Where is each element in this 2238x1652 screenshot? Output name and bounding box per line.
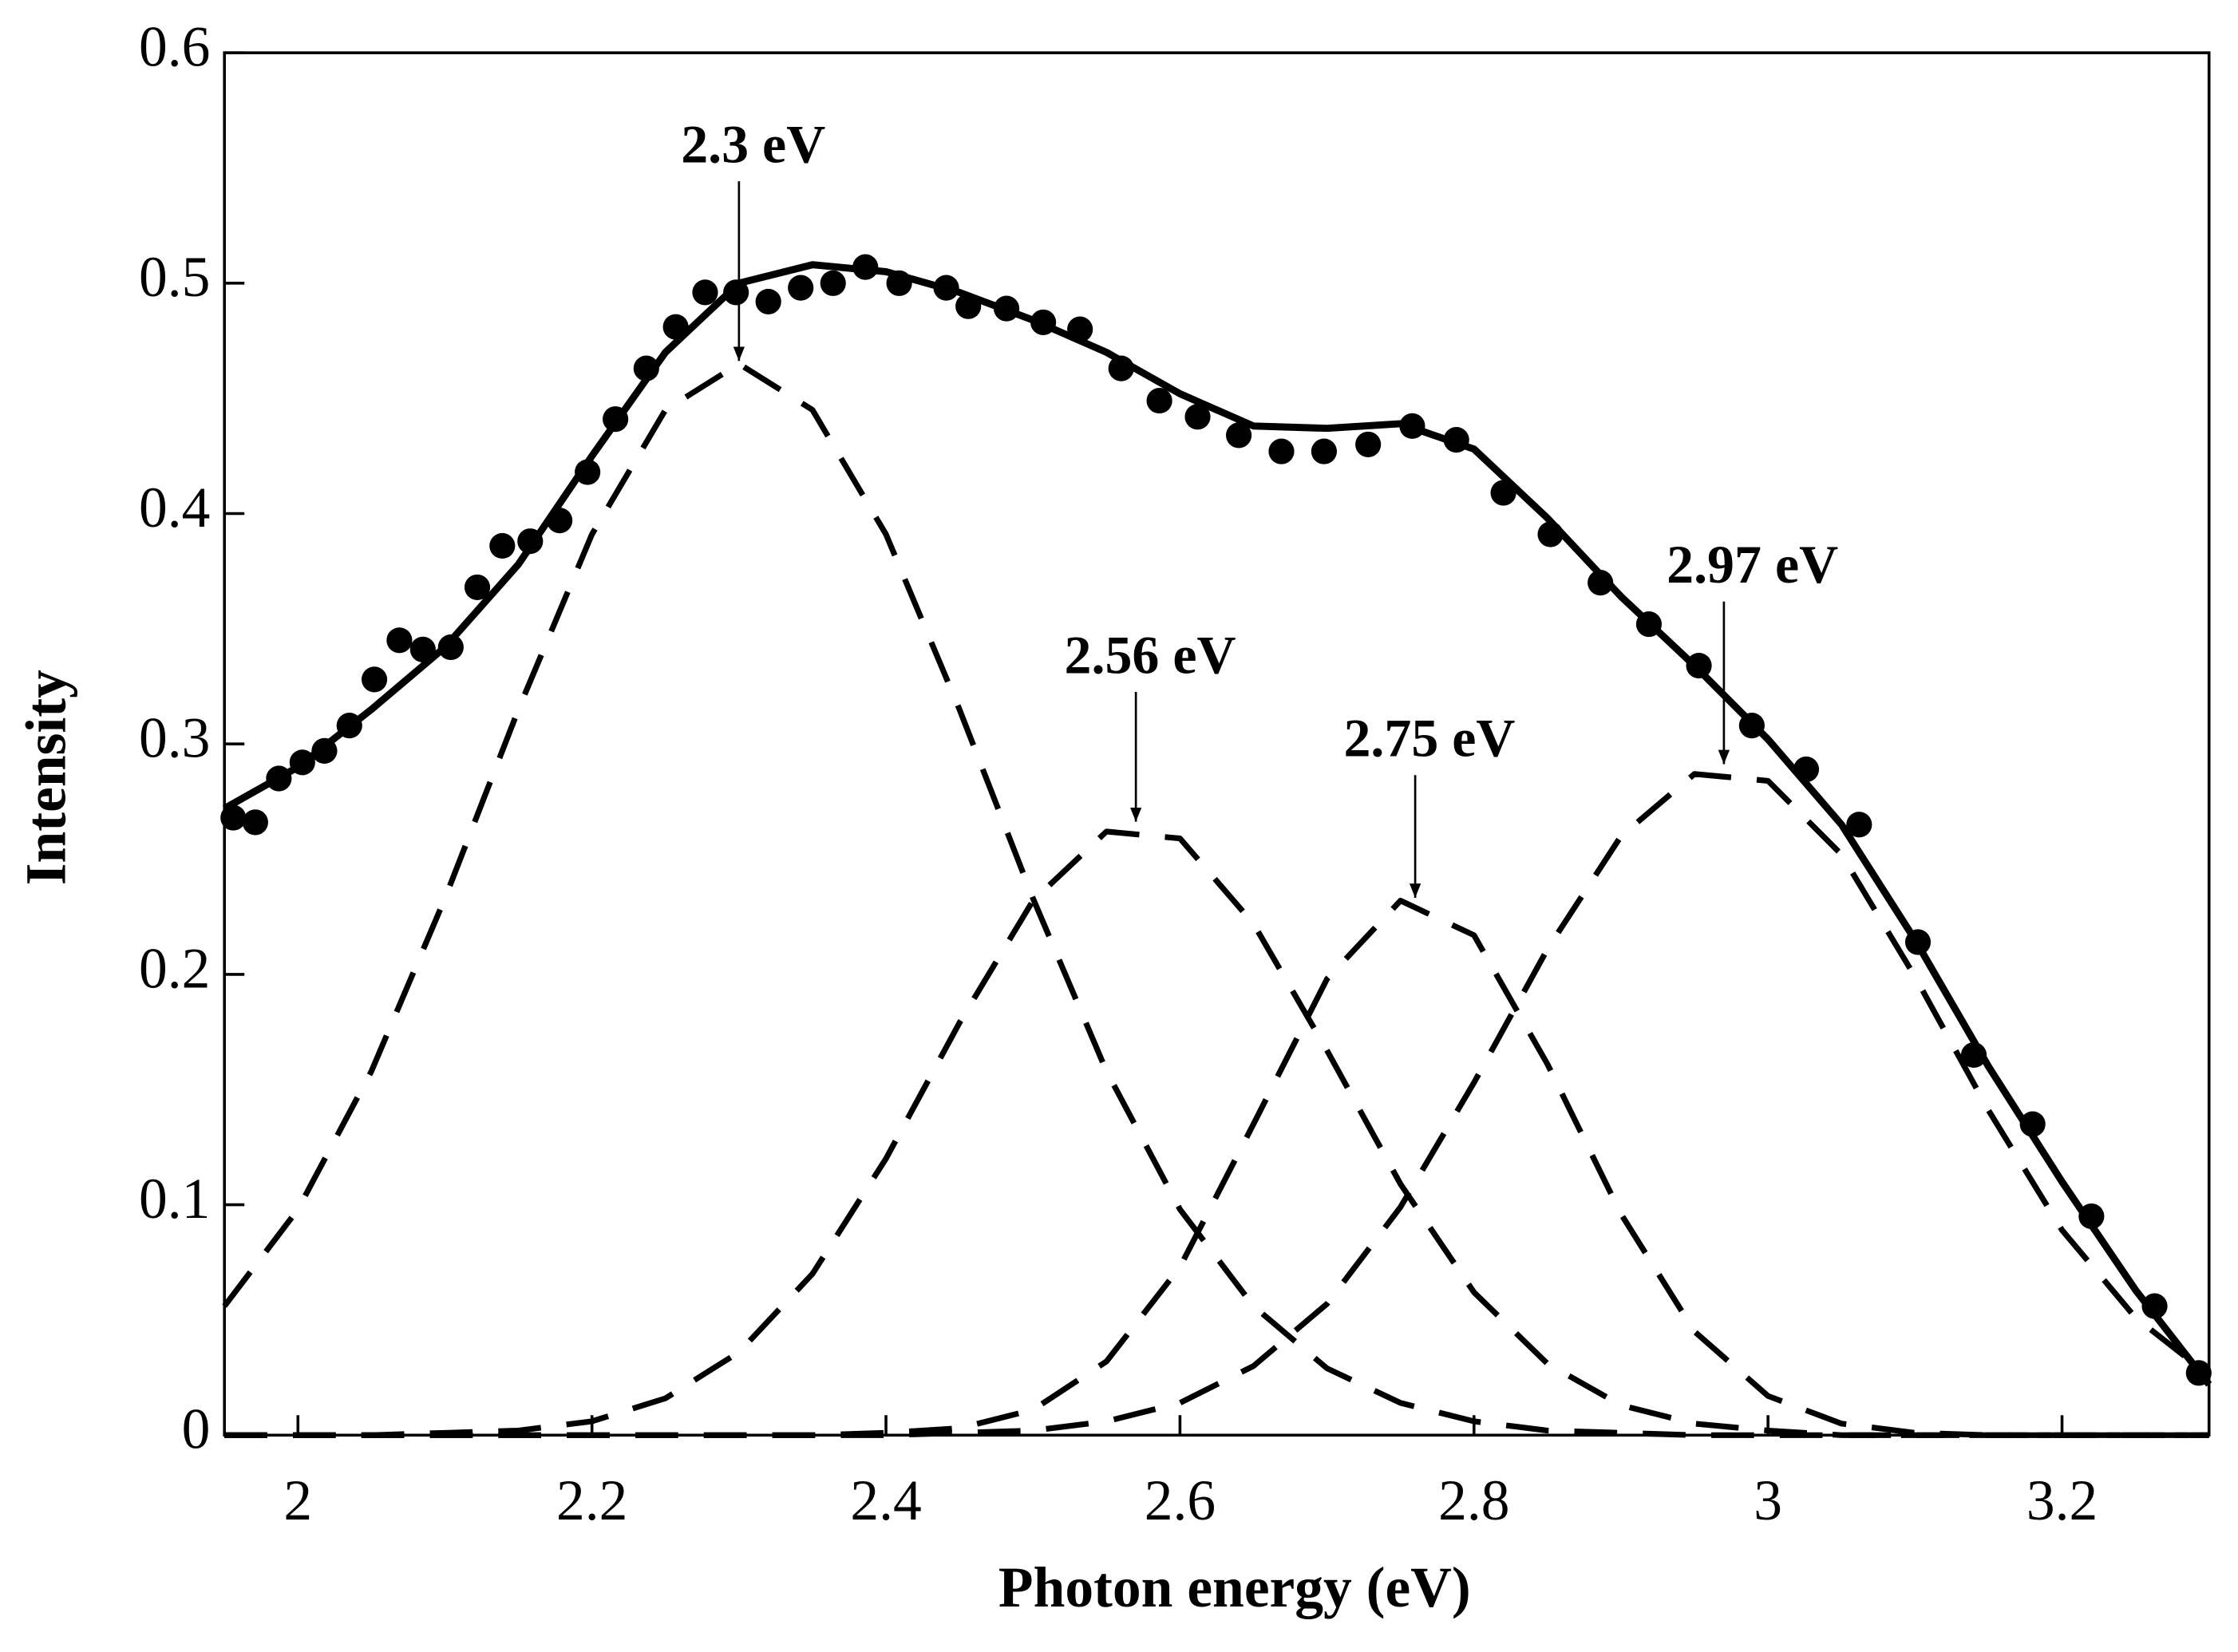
data-point — [852, 254, 879, 280]
x-tick-label: 2.4 — [850, 1469, 921, 1532]
data-point — [1588, 570, 1614, 596]
annotation-label: 2.75 eV — [1343, 707, 1515, 768]
data-point — [1904, 929, 1932, 955]
data-point — [1537, 521, 1564, 547]
y-tick-label: 0.2 — [139, 937, 210, 1000]
data-point — [386, 627, 413, 654]
data-point — [1960, 1041, 1987, 1069]
data-point — [788, 275, 814, 301]
data-point — [1443, 427, 1469, 453]
data-point — [1146, 387, 1172, 414]
data-point — [220, 804, 247, 831]
y-tick-label: 0.6 — [139, 16, 210, 79]
x-tick-label: 2.8 — [1438, 1469, 1509, 1532]
data-point — [1225, 422, 1252, 449]
data-point — [723, 279, 749, 306]
component-curve — [224, 771, 2211, 1438]
data-point — [547, 508, 573, 534]
data-point — [489, 532, 516, 559]
data-point — [1311, 438, 1337, 464]
data-point — [2078, 1203, 2105, 1230]
data-point — [464, 574, 491, 600]
data-point — [2141, 1293, 2168, 1319]
data-point — [1490, 480, 1516, 506]
data-point — [886, 270, 912, 296]
x-tick-label: 2.2 — [556, 1469, 627, 1532]
data-point — [409, 636, 436, 662]
data-point — [242, 809, 268, 836]
data-point — [603, 406, 629, 433]
y-tick-label: 0.5 — [139, 246, 210, 309]
data-point — [1399, 413, 1425, 439]
plot-frame — [223, 51, 2211, 1437]
data-point — [361, 666, 388, 693]
y-tick-label: 0.1 — [139, 1168, 210, 1231]
x-tick-label: 2 — [283, 1469, 312, 1532]
data-point — [1738, 713, 1765, 739]
annotation-label: 2.97 eV — [1667, 534, 1838, 595]
data-point — [1268, 438, 1295, 464]
data-point — [311, 737, 338, 764]
data-point — [1846, 812, 1872, 838]
data-point — [1793, 756, 1820, 783]
data-point — [1184, 404, 1211, 430]
data-point — [1030, 309, 1057, 335]
data-point — [955, 293, 982, 319]
component-curve — [224, 828, 2209, 1438]
annotation-label: 2.56 eV — [1065, 624, 1236, 685]
data-point — [1686, 652, 1712, 679]
x-tick-label: 2.6 — [1145, 1469, 1216, 1532]
data-point — [437, 634, 464, 661]
data-point — [1355, 431, 1382, 458]
data-point — [266, 765, 292, 792]
data-point — [1108, 355, 1134, 381]
data-point — [575, 459, 601, 485]
x-tick-label: 3 — [1754, 1469, 1782, 1532]
data-point — [692, 279, 718, 306]
x-tick-label: 3.2 — [2026, 1469, 2098, 1532]
data-point — [993, 295, 1020, 322]
data-point — [517, 528, 544, 555]
data-point — [662, 314, 689, 340]
data-point — [2019, 1111, 2046, 1137]
y-axis-label: Intensity — [14, 670, 77, 885]
y-tick-label: 0.4 — [139, 476, 210, 539]
component-curve — [224, 897, 2209, 1438]
data-point — [1067, 316, 1093, 342]
fit-line — [223, 261, 2212, 1387]
data-point — [820, 270, 846, 296]
data-point — [933, 275, 959, 301]
y-tick-label: 0 — [182, 1398, 211, 1461]
data-point — [1635, 611, 1663, 638]
y-tick-label: 0.3 — [139, 707, 210, 770]
data-point — [289, 749, 315, 776]
component-curve — [222, 361, 2209, 1438]
x-axis-label: Photon energy (eV) — [998, 1556, 1471, 1619]
data-point — [336, 713, 362, 739]
annotation-label: 2.3 eV — [681, 113, 825, 174]
data-point — [633, 355, 659, 381]
data-point — [2185, 1360, 2212, 1386]
data-point — [755, 288, 781, 315]
